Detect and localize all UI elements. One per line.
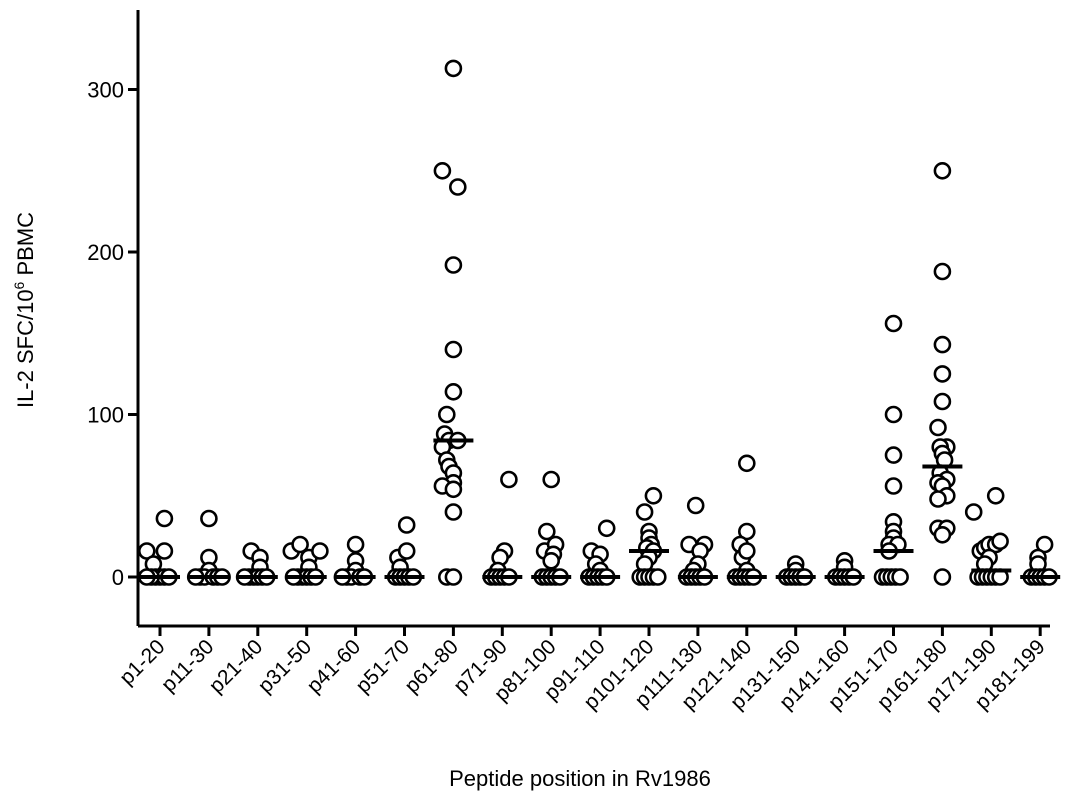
data-point xyxy=(986,486,1005,505)
data-point xyxy=(397,516,416,534)
axes: 0100200300p1-20p11-30p21-40p31-50p41-60p… xyxy=(87,10,1050,714)
data-point xyxy=(155,542,174,560)
data-point xyxy=(964,503,983,521)
data-point xyxy=(644,486,663,505)
data-point xyxy=(884,477,903,495)
data-point xyxy=(444,340,463,359)
data-point xyxy=(933,525,952,544)
data-point xyxy=(500,470,518,489)
x-tick-label: p21-40 xyxy=(205,635,268,698)
y-axis-title-main: IL-2 SFC/10 xyxy=(13,289,38,408)
data-point xyxy=(884,314,903,333)
data-point xyxy=(155,509,174,528)
data-point xyxy=(891,568,909,586)
x-tick-label: p31-50 xyxy=(254,635,317,698)
data-point xyxy=(397,542,416,560)
data-point xyxy=(991,532,1009,551)
x-tick-label: p51-70 xyxy=(352,635,415,698)
data-point xyxy=(437,405,456,424)
data-point xyxy=(933,162,952,180)
data-point xyxy=(542,470,561,489)
plot-area xyxy=(138,59,1061,586)
data-point xyxy=(884,405,903,424)
data-point xyxy=(444,568,463,586)
x-tick-label: p61-80 xyxy=(400,635,463,698)
axis-labels: Peptide position in Rv1986 IL-2 SFC/106 … xyxy=(11,212,711,791)
data-point xyxy=(542,551,561,570)
y-tick-label: 0 xyxy=(112,565,124,590)
x-tick-label: p41-60 xyxy=(303,635,366,698)
data-point xyxy=(448,178,467,196)
data-point xyxy=(433,162,452,180)
data-point xyxy=(444,59,463,78)
data-point xyxy=(933,568,952,586)
data-point xyxy=(933,335,952,354)
x-tick-label: p11-30 xyxy=(157,635,218,696)
data-point xyxy=(597,519,616,538)
data-point xyxy=(311,542,329,560)
data-point xyxy=(444,256,463,274)
data-point xyxy=(686,496,705,515)
y-axis-title-tail: PBMC xyxy=(13,212,38,282)
y-tick-label: 200 xyxy=(87,240,124,265)
y-axis-title-superscript: 6 xyxy=(11,281,27,289)
x-axis-title: Peptide position in Rv1986 xyxy=(449,766,711,791)
data-point xyxy=(444,503,463,521)
data-point xyxy=(884,446,903,464)
y-tick-label: 100 xyxy=(87,403,124,428)
data-point xyxy=(929,490,947,508)
data-point xyxy=(933,365,952,383)
y-tick-label: 300 xyxy=(87,78,124,103)
data-point xyxy=(933,262,952,281)
data-point xyxy=(444,480,463,499)
data-point xyxy=(291,535,309,554)
data-point xyxy=(537,522,556,541)
data-point xyxy=(346,535,365,554)
data-point xyxy=(200,509,218,528)
data-point xyxy=(929,418,947,437)
data-point xyxy=(648,568,667,586)
data-point xyxy=(444,382,463,401)
data-point xyxy=(737,542,756,560)
data-point xyxy=(737,454,756,473)
y-axis-title: IL-2 SFC/106 PBMC xyxy=(11,212,38,408)
data-point xyxy=(933,392,952,411)
data-point xyxy=(635,503,654,521)
